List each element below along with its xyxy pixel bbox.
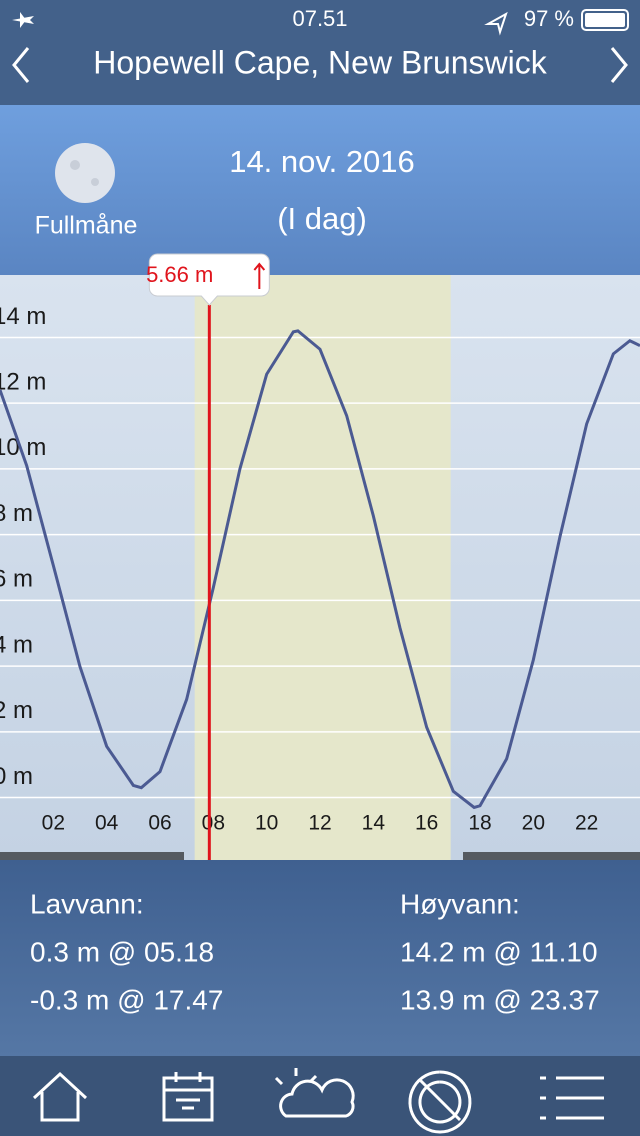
tab-home[interactable] — [32, 1071, 88, 1122]
callout-label: 5.66 m — [146, 262, 213, 287]
high-row: 14.2 m @ 11.10 — [400, 936, 598, 967]
x-tick-label: 12 — [308, 812, 331, 835]
x-tick-label: 10 — [255, 812, 278, 835]
daylight-band — [194, 275, 451, 860]
y-tick-label: 8 m — [0, 500, 33, 527]
tab-bar — [0, 1056, 640, 1136]
location-icon — [484, 11, 508, 36]
moon-phase: Fullmåne — [35, 212, 138, 240]
next-button[interactable] — [610, 47, 628, 83]
tab-weather[interactable] — [274, 1068, 355, 1118]
y-tick-label: 6 m — [0, 566, 33, 593]
x-tick-label: 20 — [522, 812, 545, 835]
rising-arrow — [253, 262, 266, 289]
header-bar — [0, 0, 640, 105]
x-tick-label: 18 — [468, 812, 491, 835]
moon-crater — [70, 160, 80, 170]
moon-crater — [91, 178, 99, 186]
date: 14. nov. 2016 — [229, 144, 415, 179]
moon-icon — [55, 143, 115, 203]
high-title: Høyvann: — [400, 888, 520, 919]
y-tick-label: 12 m — [0, 369, 46, 396]
y-tick-label: 14 m — [0, 303, 46, 330]
night-bar — [463, 852, 640, 860]
x-tick-label: 02 — [42, 812, 65, 835]
high-row: 13.9 m @ 23.37 — [400, 984, 600, 1015]
battery-level — [585, 13, 625, 27]
status-battery: 97 % — [524, 6, 574, 31]
x-tick-label: 06 — [148, 812, 171, 835]
callout — [148, 253, 270, 306]
low-row: -0.3 m @ 17.47 — [30, 984, 223, 1015]
y-tick-label: 4 m — [0, 631, 33, 658]
x-tick-label: 08 — [202, 812, 225, 835]
prev-button[interactable] — [12, 47, 30, 83]
y-tick-label: 2 m — [0, 697, 33, 724]
tide-panel — [0, 860, 640, 1056]
status-time: 07.51 — [292, 6, 347, 31]
airplane-icon — [12, 12, 34, 28]
x-tick-label: 14 — [362, 812, 386, 835]
night-bar — [0, 852, 184, 860]
low-title: Lavvann: — [30, 888, 144, 919]
x-tick-label: 22 — [575, 812, 598, 835]
tab-menu[interactable] — [540, 1076, 604, 1120]
day-label: (I dag) — [277, 201, 367, 236]
low-row: 0.3 m @ 05.18 — [30, 936, 214, 967]
tide-line — [0, 329, 640, 810]
y-tick-label: 0 m — [0, 763, 33, 790]
tab-radar[interactable] — [408, 1070, 472, 1134]
tab-calendar[interactable] — [162, 1072, 214, 1122]
plot: 0 m2 m4 m6 m8 m10 m12 m14 m0204060810121… — [0, 253, 640, 860]
battery-icon — [581, 9, 629, 31]
x-tick-label: 16 — [415, 812, 438, 835]
location-title: Hopewell Cape, New Brunswick — [93, 44, 548, 80]
x-tick-label: 04 — [95, 812, 119, 835]
